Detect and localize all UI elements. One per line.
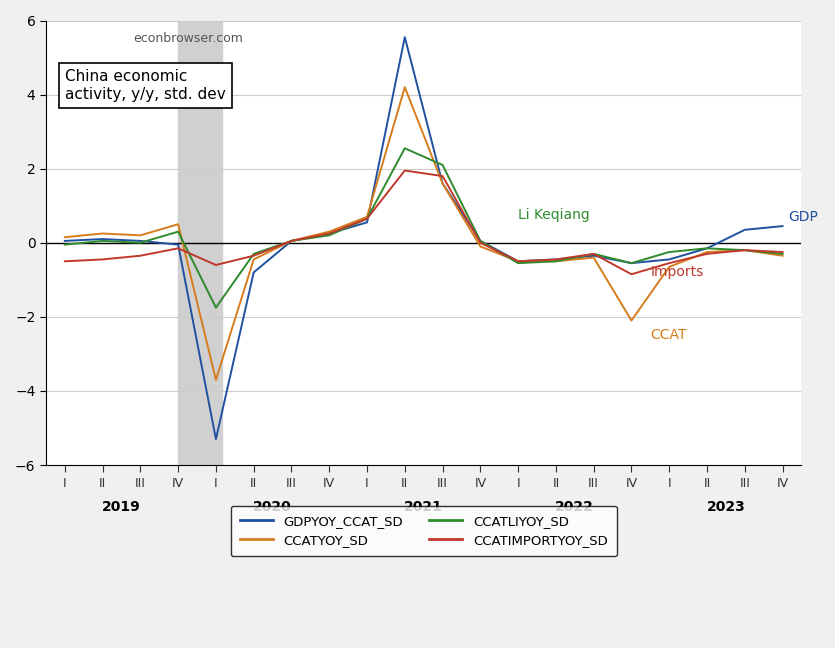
Bar bbox=[178, 21, 221, 465]
Text: China economic
activity, y/y, std. dev: China economic activity, y/y, std. dev bbox=[65, 69, 225, 102]
Text: 2020: 2020 bbox=[253, 500, 292, 515]
Text: econbrowser.com: econbrowser.com bbox=[133, 32, 243, 45]
Text: GDP: GDP bbox=[788, 209, 818, 224]
Legend: GDPYOY_CCAT_SD, CCATYOY_SD, CCATLIYOY_SD, CCATIMPORTYOY_SD: GDPYOY_CCAT_SD, CCATYOY_SD, CCATLIYOY_SD… bbox=[230, 506, 617, 556]
Text: 2021: 2021 bbox=[404, 500, 443, 515]
Text: 2019: 2019 bbox=[102, 500, 141, 515]
Text: CCAT: CCAT bbox=[650, 328, 686, 342]
Text: Li Keqiang: Li Keqiang bbox=[519, 209, 590, 222]
Text: 2022: 2022 bbox=[555, 500, 595, 515]
Text: 2023: 2023 bbox=[706, 500, 746, 515]
Text: Imports: Imports bbox=[650, 265, 704, 279]
